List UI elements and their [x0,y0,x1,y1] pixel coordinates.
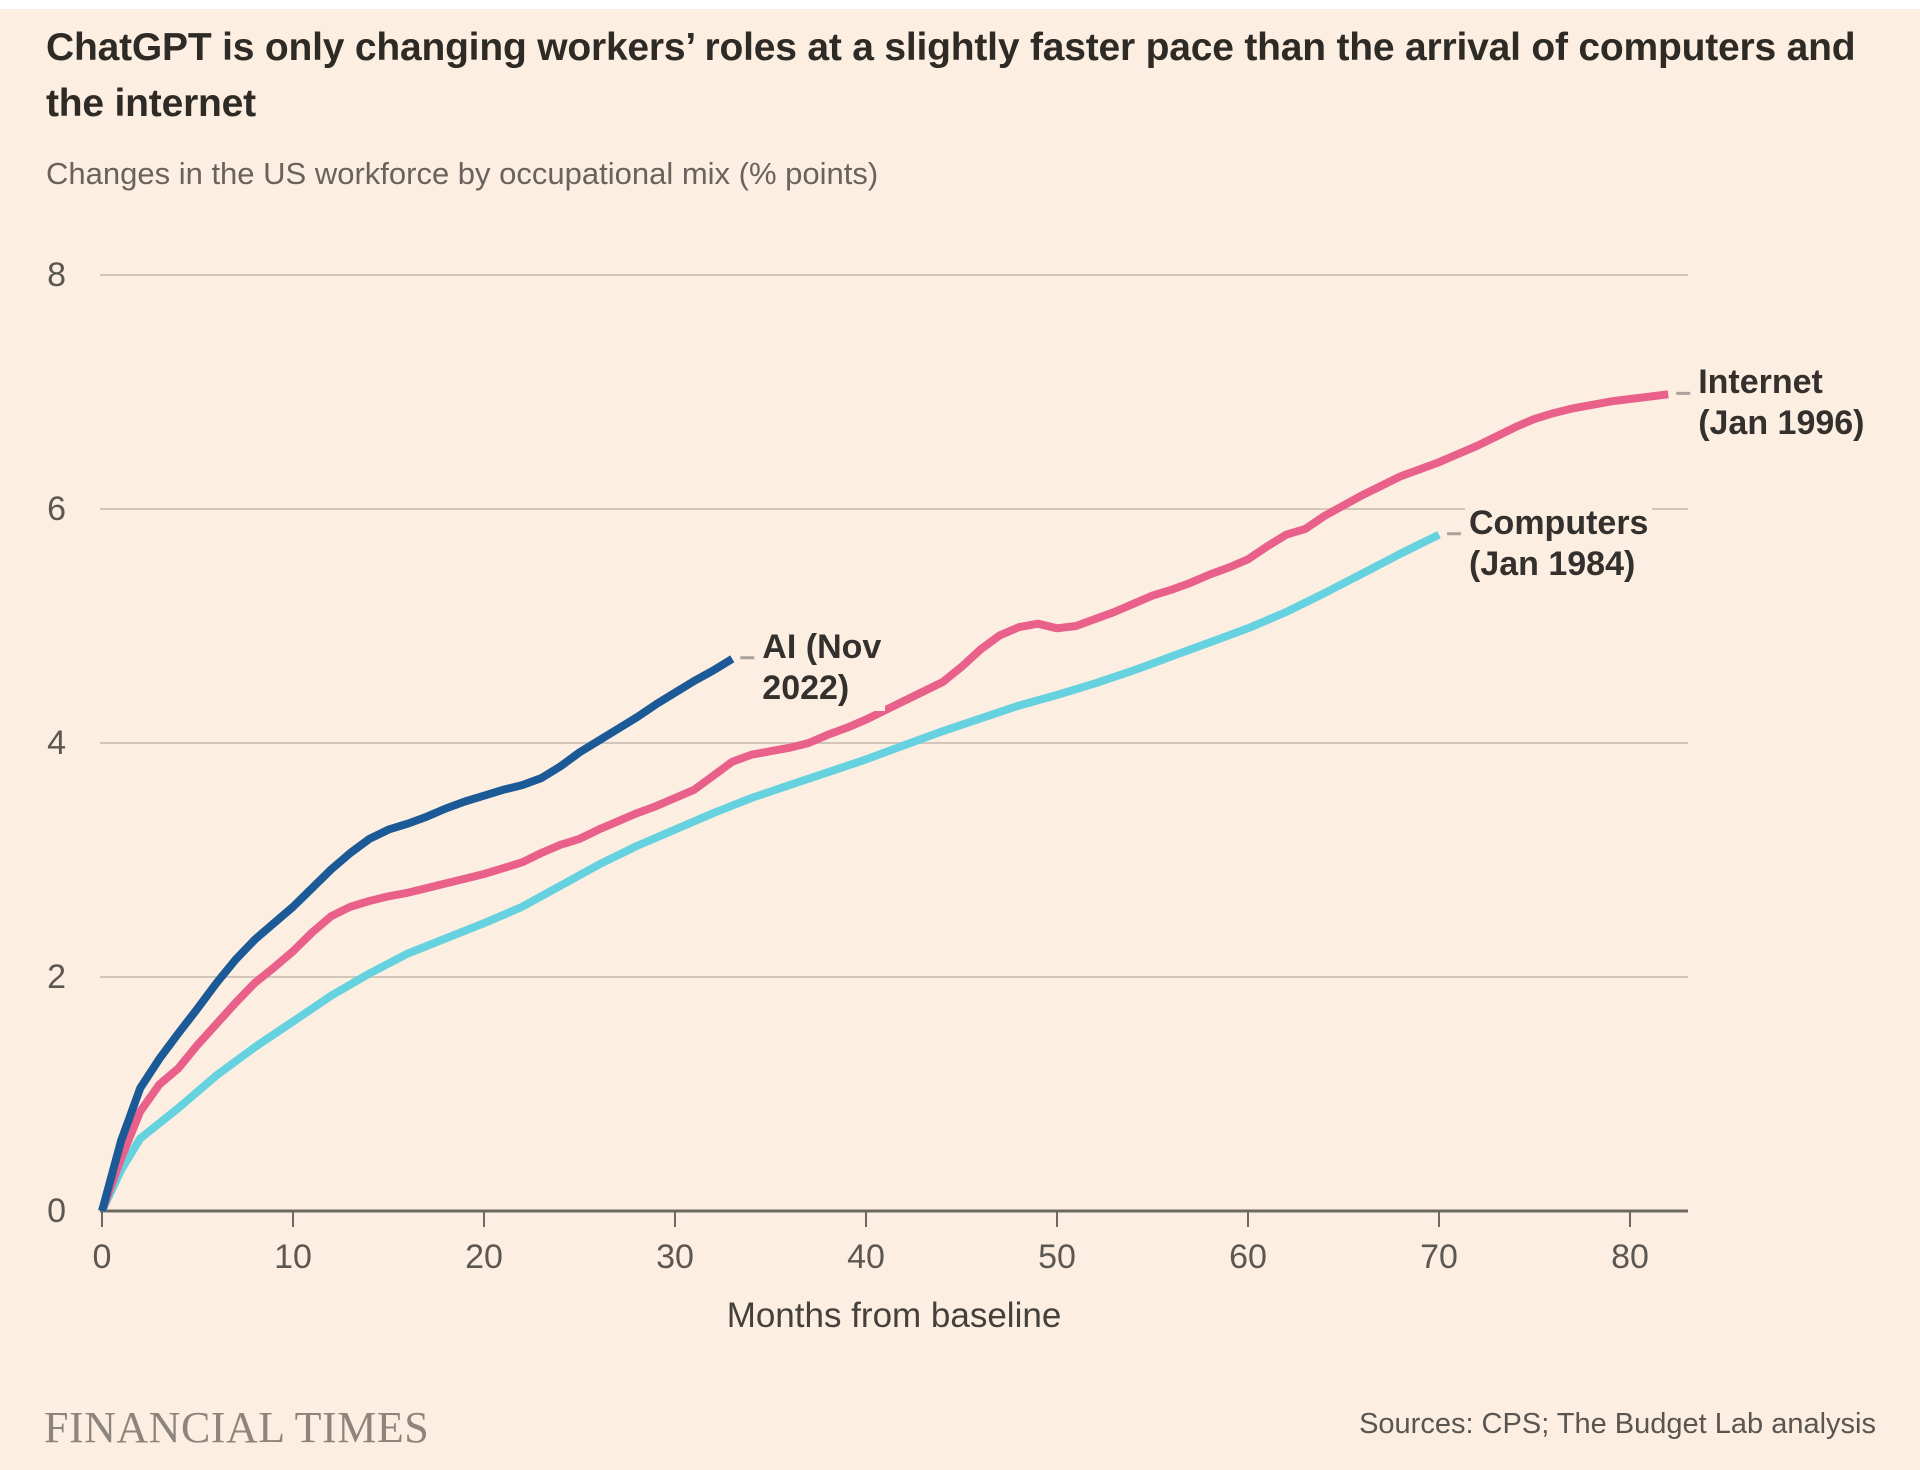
x-tick-label-50: 50 [1038,1238,1076,1276]
sources-note: Sources: CPS; The Budget Lab analysis [1359,1408,1876,1440]
top-strip [0,0,1920,9]
x-tick-label-30: 30 [656,1238,694,1276]
y-tick-label-4: 4 [47,724,66,762]
chart-subtitle: Changes in the US workforce by occupatio… [46,156,879,191]
x-tick-label-20: 20 [465,1238,503,1276]
y-tick-label-6: 6 [47,490,66,528]
series-label-ai-line-1: AI (Nov [762,627,882,666]
y-tick-label-8: 8 [47,256,66,294]
ft-wordmark: FINANCIAL TIMES [44,1403,430,1452]
series-line-ai [98,655,735,1213]
x-tick-label-10: 10 [274,1238,312,1276]
x-tick-label-70: 70 [1420,1238,1458,1276]
page-title-line-2: the internet [46,82,256,125]
series-label-computers-line-1: Computers [1469,503,1649,542]
page-title: ChatGPT is only changing workers’ roles … [46,20,1886,132]
x-tick-label-40: 40 [847,1238,885,1276]
x-tick-label-80: 80 [1611,1238,1649,1276]
series-label-computers: Computers (Jan 1984) [1465,501,1653,587]
series-label-ai-line-2: 2022) [762,668,850,707]
series-label-internet-line-1: Internet [1698,363,1823,402]
series-line-computers [98,531,1441,1213]
series-label-internet-line-2: (Jan 1996) [1698,404,1865,443]
x-axis-title: Months from baseline [726,1296,1062,1335]
series-label-computers-line-2: (Jan 1984) [1469,544,1636,583]
page-title-line-1: ChatGPT is only changing workers’ roles … [46,26,1856,69]
y-tick-label-0: 0 [47,1192,66,1230]
y-tick-label-2: 2 [47,958,66,996]
series-label-internet: Internet (Jan 1996) [1694,361,1869,447]
series-label-ai: AI (Nov 2022) [758,625,886,711]
x-tick-label-60: 60 [1229,1238,1267,1276]
series-line-internet [98,390,1669,1213]
x-tick-label-0: 0 [92,1238,112,1276]
